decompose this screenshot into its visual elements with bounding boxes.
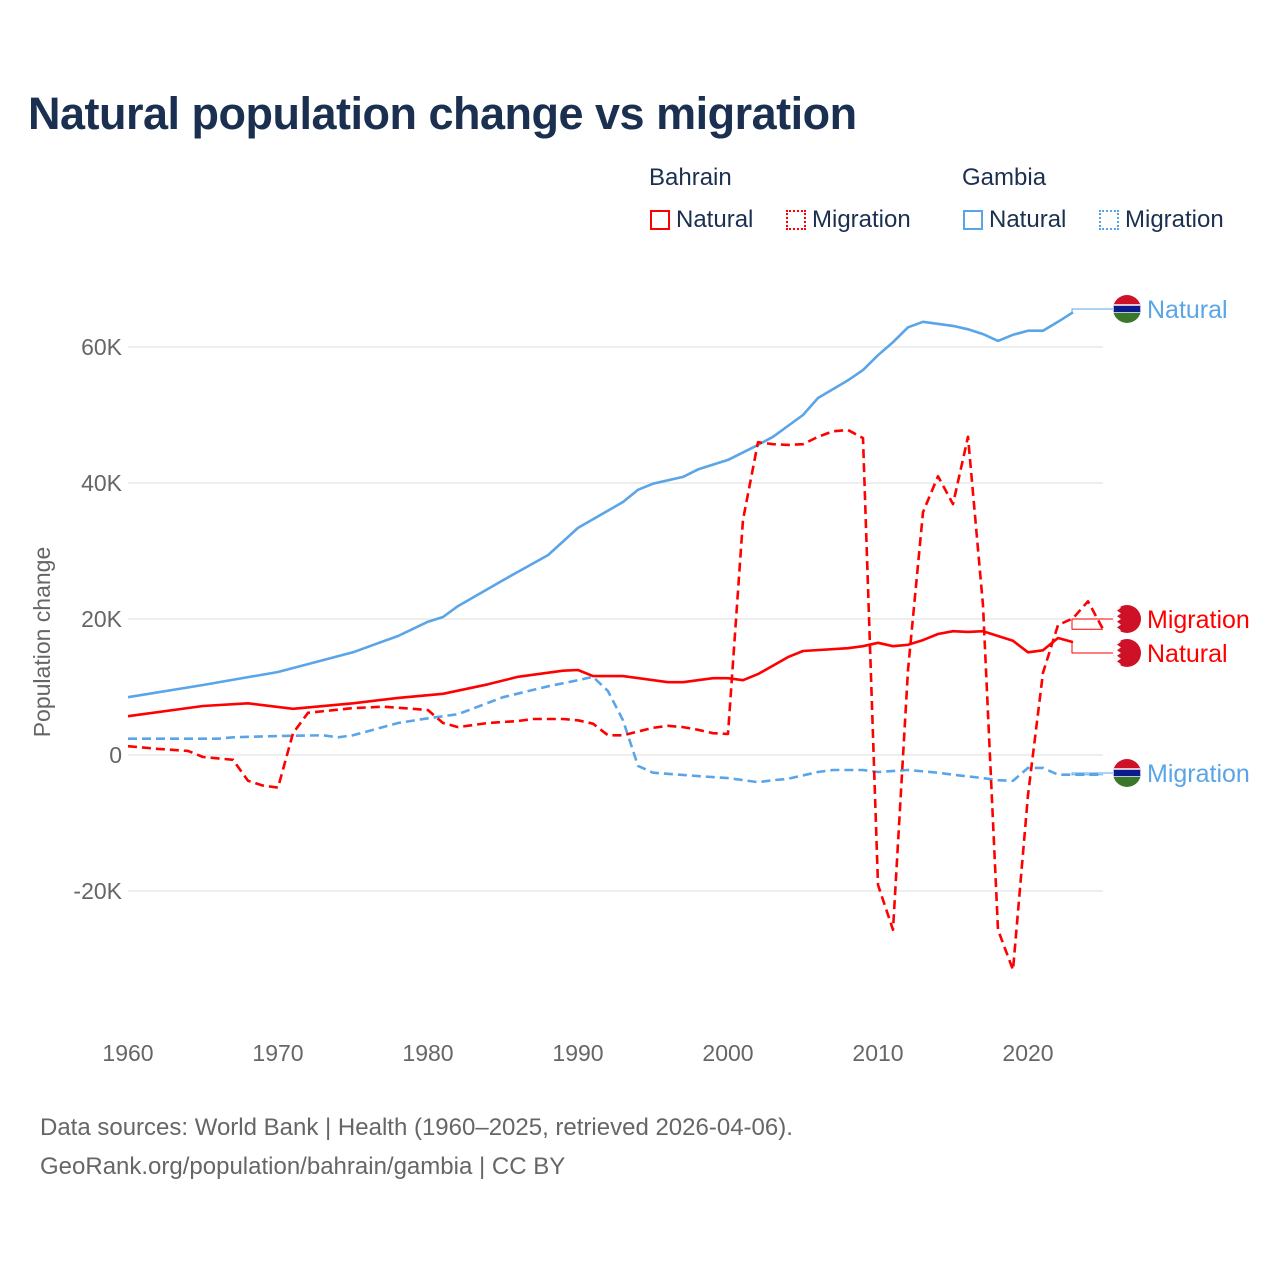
flag-gambia-icon [1113,759,1141,787]
footer: Data sources: World Bank | Health (1960–… [40,1108,793,1186]
x-tick-label: 2010 [852,1040,903,1066]
legend-group-bahrain: Bahrain [649,164,732,191]
x-tick-label: 2020 [1002,1040,1053,1066]
footer-sources: Data sources: World Bank | Health (1960–… [40,1114,793,1141]
label-leader-line [1071,308,1113,313]
y-tick-label: 60K [81,334,123,360]
flag-body [1113,759,1141,787]
gambia-natural-line [127,311,1074,699]
legend-bahrain-migration[interactable]: Migration [786,206,911,234]
legend-bahrain-natural[interactable]: Natural [650,206,753,234]
x-tick-label: 1980 [402,1040,453,1066]
legend-label: Natural [989,206,1067,233]
flag-stripe [1113,759,1141,769]
gambia-natural-end-label: Natural [1147,296,1228,324]
legend-swatch [786,210,806,230]
flag-stripe [1113,768,1141,778]
y-tick-label: 40K [81,470,123,496]
legend-label: Migration [1125,206,1224,233]
label-leader-line [1071,618,1113,630]
flag-bahrain-icon [1113,639,1141,667]
legend-swatch [650,210,670,230]
bahrain-natural-end-label: Natural [1147,640,1228,668]
gambia-migration-line [128,675,1103,784]
footer-link[interactable]: GeoRank.org/population/bahrain/gambia | … [40,1153,566,1180]
flag-stripe [1113,295,1141,305]
legend-gambia-migration[interactable]: Migration [1099,206,1224,234]
legend-gambia-natural[interactable]: Natural [963,206,1066,234]
legend-swatch [1099,210,1119,230]
legend-label: Migration [812,206,911,233]
flag-bahrain-icon [1113,605,1141,633]
legend-label: Natural [676,206,754,233]
legend-group-gambia: Gambia [962,164,1047,191]
flag-serration [1113,639,1121,667]
legend-swatch [963,210,983,230]
bahrain-migration-line [127,428,1105,972]
x-tick-label: 1960 [102,1040,153,1066]
flag-stripe [1113,304,1141,314]
x-tick-label: 1970 [252,1040,303,1066]
x-tick-label: 1990 [552,1040,603,1066]
chart-title: Natural population change vs migration [28,88,857,139]
y-axis-label: Population change [29,547,55,738]
flag-body [1113,605,1141,633]
y-tick-label: 0 [109,742,122,768]
label-leader-line [1071,772,1113,776]
flag-gambia-icon [1113,295,1141,323]
flag-stripe [1113,313,1141,323]
bahrain-migration-end-label: Migration [1147,606,1250,634]
flag-stripe [1113,777,1141,787]
flag-body [1113,295,1141,323]
flag-serration [1113,605,1121,633]
label-leader-line [1071,641,1113,654]
y-tick-label: -20K [73,878,122,904]
x-tick-label: 2000 [702,1040,753,1066]
gambia-migration-end-label: Migration [1147,760,1250,788]
y-tick-label: 20K [81,606,123,632]
flag-body [1113,639,1141,667]
